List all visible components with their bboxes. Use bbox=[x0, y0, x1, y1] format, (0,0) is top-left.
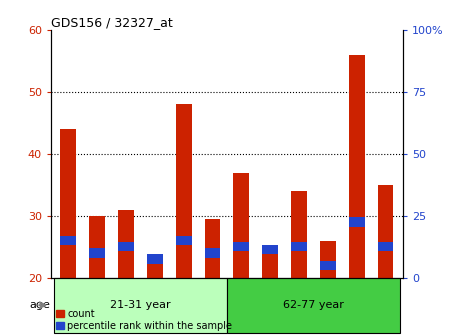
FancyBboxPatch shape bbox=[54, 278, 227, 333]
Bar bbox=[262, 250, 278, 278]
Bar bbox=[233, 242, 249, 251]
Text: GSM2391: GSM2391 bbox=[93, 278, 101, 315]
Text: GSM2400: GSM2400 bbox=[352, 278, 361, 315]
Bar bbox=[320, 241, 336, 278]
Bar bbox=[291, 242, 307, 251]
Bar bbox=[118, 242, 134, 251]
Text: GSM2395: GSM2395 bbox=[208, 278, 217, 315]
Bar bbox=[349, 217, 364, 226]
Bar bbox=[60, 236, 76, 245]
Bar bbox=[262, 245, 278, 254]
Text: GSM2394: GSM2394 bbox=[179, 278, 188, 315]
Bar bbox=[291, 191, 307, 278]
Text: GSM2399: GSM2399 bbox=[323, 278, 332, 315]
Bar bbox=[233, 172, 249, 278]
Text: GSM2392: GSM2392 bbox=[121, 278, 131, 315]
FancyBboxPatch shape bbox=[227, 278, 400, 333]
Bar bbox=[147, 254, 163, 264]
Bar bbox=[89, 248, 105, 258]
Bar bbox=[377, 185, 394, 278]
Text: GSM2398: GSM2398 bbox=[294, 278, 303, 315]
Text: age: age bbox=[30, 300, 50, 310]
Bar bbox=[320, 261, 336, 270]
Bar bbox=[377, 242, 394, 251]
Bar bbox=[175, 104, 192, 278]
Bar bbox=[349, 55, 364, 278]
Text: GSM2390: GSM2390 bbox=[64, 278, 73, 315]
Bar bbox=[118, 210, 134, 278]
Text: GSM2393: GSM2393 bbox=[150, 278, 159, 315]
Text: 62-77 year: 62-77 year bbox=[283, 300, 344, 310]
Bar bbox=[147, 259, 163, 278]
Bar bbox=[60, 129, 76, 278]
Text: GSM2401: GSM2401 bbox=[381, 278, 390, 315]
Bar bbox=[175, 236, 192, 245]
Bar bbox=[205, 248, 220, 258]
Legend: count, percentile rank within the sample: count, percentile rank within the sample bbox=[56, 309, 232, 331]
Text: GDS156 / 32327_at: GDS156 / 32327_at bbox=[51, 16, 173, 29]
Text: GSM2397: GSM2397 bbox=[266, 278, 275, 315]
Bar bbox=[89, 216, 105, 278]
Text: GSM2396: GSM2396 bbox=[237, 278, 246, 315]
Bar bbox=[205, 219, 220, 278]
Text: 21-31 year: 21-31 year bbox=[110, 300, 171, 310]
